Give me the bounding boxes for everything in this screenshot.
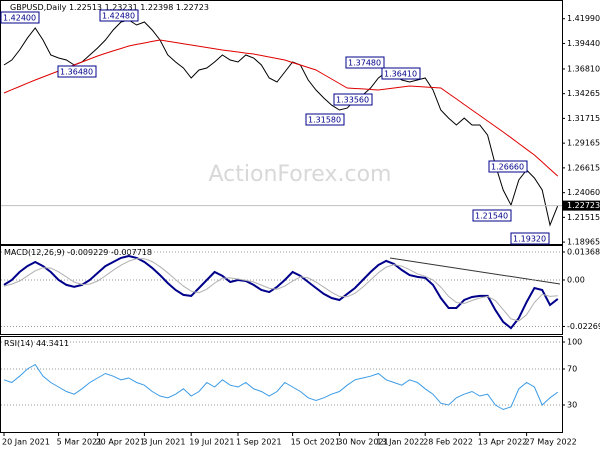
- y-tick-label: 1.41990: [567, 14, 600, 23]
- signal-value: -0.007718: [111, 248, 152, 257]
- annotation: 1.42480: [102, 12, 135, 21]
- macd-value: -0.009229: [67, 248, 108, 257]
- annotation-box: [57, 65, 97, 78]
- series-line: [3, 39, 559, 177]
- price-pane: [0, 0, 563, 245]
- watermark: ActionForex.com: [209, 162, 392, 187]
- annotation-box: [99, 9, 139, 22]
- y-tick-label: 1.39440: [567, 39, 600, 48]
- y-tick-label: 1.36810: [567, 64, 600, 73]
- annotation-box: [305, 113, 345, 126]
- x-tick-label: 19 Jul 2021: [189, 438, 234, 447]
- symbol: GBPUSD,Daily: [10, 3, 67, 12]
- trend-line: [389, 257, 561, 285]
- annotation: 1.21540: [475, 212, 508, 221]
- y-tick-label: -0.022698: [567, 322, 600, 331]
- x-tick-label: 1 Sep 2021: [236, 438, 282, 447]
- series-line: [3, 254, 559, 330]
- series-line: [3, 258, 558, 322]
- annotation: 1.37480: [348, 59, 381, 68]
- current-price-label: 1.22723: [567, 201, 600, 210]
- x-tick-label: 20 Apr 2021: [96, 438, 145, 447]
- y-tick-label: 70: [567, 365, 577, 374]
- y-tick-label: 1.21515: [567, 213, 600, 222]
- y-tick-label: 1.34265: [567, 89, 600, 98]
- annotation: 1.36480: [60, 68, 93, 77]
- annotation: 1.26660: [491, 163, 524, 172]
- macd-pane: [0, 245, 563, 335]
- annotation-box: [333, 93, 373, 106]
- x-tick-label: 20 Jan 2021: [2, 438, 50, 447]
- annotation: 1.33560: [336, 96, 369, 105]
- annotation-box: [488, 160, 528, 173]
- high: 1.23231: [105, 3, 138, 12]
- annotation-box: [345, 56, 385, 69]
- rsi-header: RSI(14) 44.3411: [4, 339, 69, 348]
- series-line: [3, 363, 559, 411]
- close: 1.22723: [176, 3, 209, 12]
- low: 1.22398: [140, 3, 173, 12]
- x-tick-label: 3 Jun 2021: [142, 438, 185, 447]
- y-tick-label: 1.26615: [567, 163, 600, 172]
- price-header: GBPUSD,Daily 1.22513 1.23231 1.22398 1.2…: [10, 3, 209, 12]
- annotation: 1.31580: [308, 116, 341, 125]
- annotation-box: [381, 67, 421, 80]
- y-tick-label: 1.29165: [567, 139, 600, 148]
- x-tick-label: 27 May 2022: [525, 438, 577, 447]
- annotation-box: [0, 11, 40, 24]
- series-line: [3, 19, 559, 227]
- x-tick-label: 30 Nov 2021: [337, 438, 388, 447]
- y-tick-label: 1.18965: [567, 238, 600, 247]
- annotation: 1.19320: [513, 235, 546, 244]
- macd-header: MACD(12,26,9) -0.009229 -0.007718: [4, 248, 152, 257]
- x-tick-label: 15 Oct 2021: [291, 438, 340, 447]
- rsi-title: RSI(14): [4, 339, 33, 348]
- annotation-box: [472, 209, 512, 222]
- y-tick-label: 1.24060: [567, 188, 600, 197]
- current-price-box: [563, 200, 600, 211]
- annotation: 1.42400: [3, 14, 36, 23]
- x-tick-label: 13 Apr 2022: [478, 438, 527, 447]
- rsi-value: 44.3411: [36, 339, 69, 348]
- y-tick-label: 1.31715: [567, 114, 600, 123]
- annotation: 1.36410: [384, 70, 417, 79]
- y-tick-label: 0.00: [567, 275, 585, 284]
- x-tick-label: 28 Feb 2022: [423, 438, 473, 447]
- annotation-box: [510, 232, 550, 245]
- y-tick-label: 30: [567, 401, 577, 410]
- x-tick-label: 13 Jan 2022: [376, 438, 424, 447]
- rsi-pane: [0, 336, 563, 433]
- y-tick-label: 100: [567, 338, 582, 347]
- x-tick-label: 5 Mar 2021: [57, 438, 103, 447]
- open: 1.22513: [69, 3, 102, 12]
- y-tick-label: 0.013686: [567, 247, 600, 256]
